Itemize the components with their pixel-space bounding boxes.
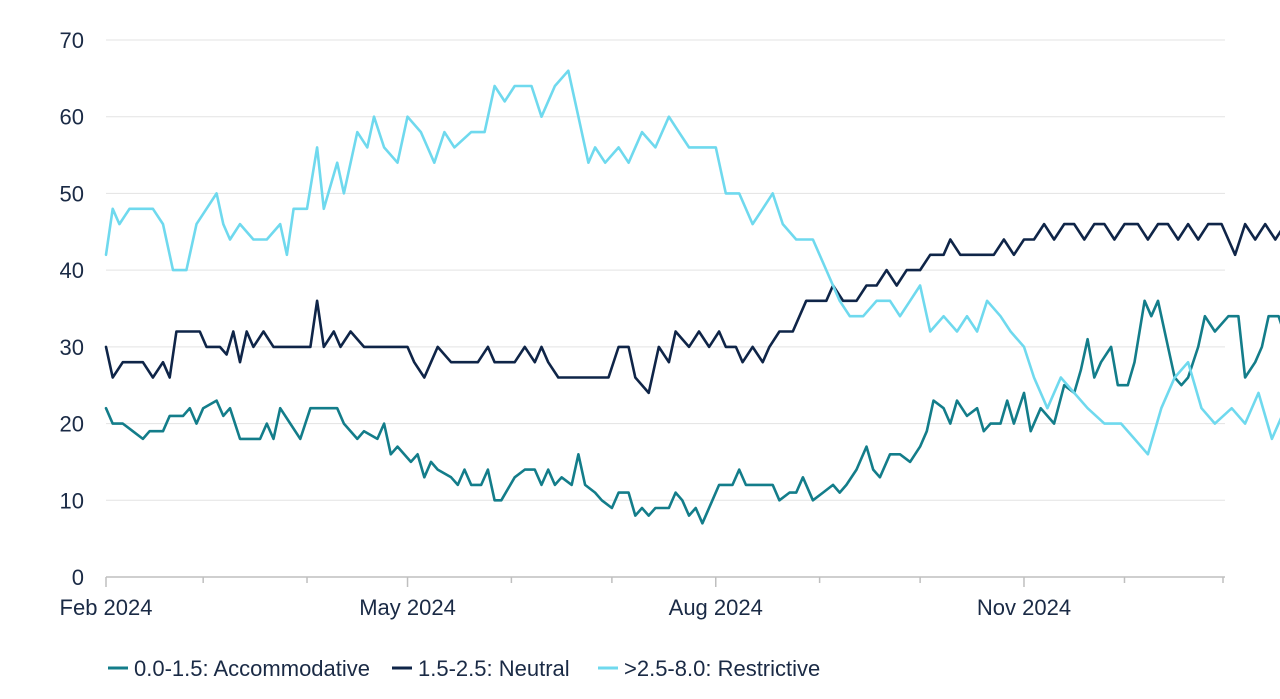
series-lines (104, 69, 1280, 525)
legend: 0.0-1.5: Accommodative 1.5-2.5: Neutral >2… (108, 656, 820, 681)
x-tick-label: May 2024 (359, 595, 456, 620)
x-tick-label: Aug 2024 (669, 595, 763, 620)
legend-label: 1.5-2.5: Neutral (418, 656, 570, 681)
y-tick-label: 30 (60, 335, 84, 360)
y-tick-label: 50 (60, 181, 84, 206)
y-tick-label: 60 (60, 105, 84, 130)
y-tick-label: 40 (60, 258, 84, 283)
series-line-2 (104, 69, 1280, 456)
x-tick-label: Feb 2024 (60, 595, 153, 620)
legend-label: >2.5-8.0: Restrictive (624, 656, 820, 681)
y-tick-label: 0 (72, 565, 84, 590)
y-tick-label: 10 (60, 488, 84, 513)
x-tick-label: Nov 2024 (977, 595, 1071, 620)
y-tick-label: 70 (60, 28, 84, 53)
series-line-1 (104, 222, 1280, 395)
y-tick-label: 20 (60, 412, 84, 437)
series-line-0 (104, 299, 1280, 525)
legend-label: 0.0-1.5: Accommodative (134, 656, 370, 681)
axes: 0 10 20 30 40 50 60 70 Feb 2024 May 2024 Aug 2024 N… (60, 28, 1225, 620)
